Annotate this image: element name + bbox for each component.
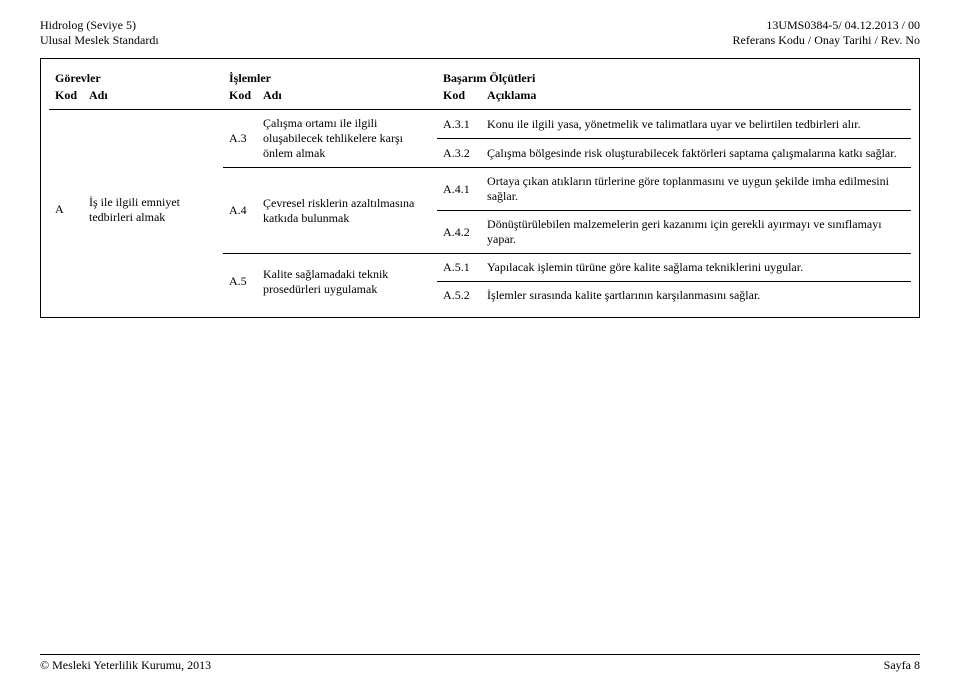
page-footer: © Mesleki Yeterlilik Kurumu, 2013 Sayfa …	[40, 654, 920, 673]
col-kod-3: Kod	[437, 88, 481, 110]
islem-kod: A.3	[223, 110, 257, 168]
table-container: Görevler İşlemler Başarım Ölçütleri Kod …	[40, 58, 920, 318]
header-right: 13UMS0384-5/ 04.12.2013 / 00 Referans Ko…	[733, 18, 920, 48]
olcut-text: Ortaya çıkan atıkların türlerine göre to…	[481, 168, 911, 211]
olcut-kod: A.4.2	[437, 211, 481, 254]
col-aciklama: Açıklama	[481, 88, 911, 110]
footer-rule	[40, 654, 920, 655]
doc-title-line1: Hidrolog (Seviye 5)	[40, 18, 159, 33]
olcut-text: Çalışma bölgesinde risk oluşturabilecek …	[481, 139, 911, 168]
olcut-text: Yapılacak işlemin türüne göre kalite sağ…	[481, 254, 911, 282]
header-left: Hidrolog (Seviye 5) Ulusal Meslek Standa…	[40, 18, 159, 48]
olcut-text: Dönüştürülebilen malzemelerin geri kazan…	[481, 211, 911, 254]
page-header: Hidrolog (Seviye 5) Ulusal Meslek Standa…	[40, 18, 920, 48]
islem-kod: A.5	[223, 254, 257, 310]
col-kod-2: Kod	[223, 88, 257, 110]
olcut-kod: A.3.1	[437, 110, 481, 139]
col-group-gorevler: Görevler	[49, 65, 223, 88]
olcut-text: Konu ile ilgili yasa, yönetmelik ve tali…	[481, 110, 911, 139]
doc-ref-line2: Referans Kodu / Onay Tarihi / Rev. No	[733, 33, 920, 48]
islem-kod: A.4	[223, 168, 257, 254]
standards-table: Görevler İşlemler Başarım Ölçütleri Kod …	[49, 65, 911, 309]
footer-page-number: Sayfa 8	[884, 658, 920, 673]
col-kod-1: Kod	[49, 88, 83, 110]
olcut-kod: A.5.2	[437, 282, 481, 310]
olcut-kod: A.3.2	[437, 139, 481, 168]
islem-adi: Kalite sağlamadaki teknik prosedürleri u…	[257, 254, 437, 310]
olcut-kod: A.4.1	[437, 168, 481, 211]
footer-copyright: © Mesleki Yeterlilik Kurumu, 2013	[40, 658, 211, 673]
col-adi-1: Adı	[83, 88, 223, 110]
gorev-kod: A	[49, 110, 83, 310]
islem-adi: Çevresel risklerin azaltılmasına katkıda…	[257, 168, 437, 254]
col-adi-2: Adı	[257, 88, 437, 110]
olcut-text: İşlemler sırasında kalite şartlarının ka…	[481, 282, 911, 310]
islem-adi: Çalışma ortamı ile ilgili oluşabilecek t…	[257, 110, 437, 168]
doc-ref-line1: 13UMS0384-5/ 04.12.2013 / 00	[733, 18, 920, 33]
olcut-kod: A.5.1	[437, 254, 481, 282]
col-group-islemler: İşlemler	[223, 65, 437, 88]
col-group-basarim: Başarım Ölçütleri	[437, 65, 911, 88]
gorev-adi: İş ile ilgili emniyet tedbirleri almak	[83, 110, 223, 310]
doc-title-line2: Ulusal Meslek Standardı	[40, 33, 159, 48]
